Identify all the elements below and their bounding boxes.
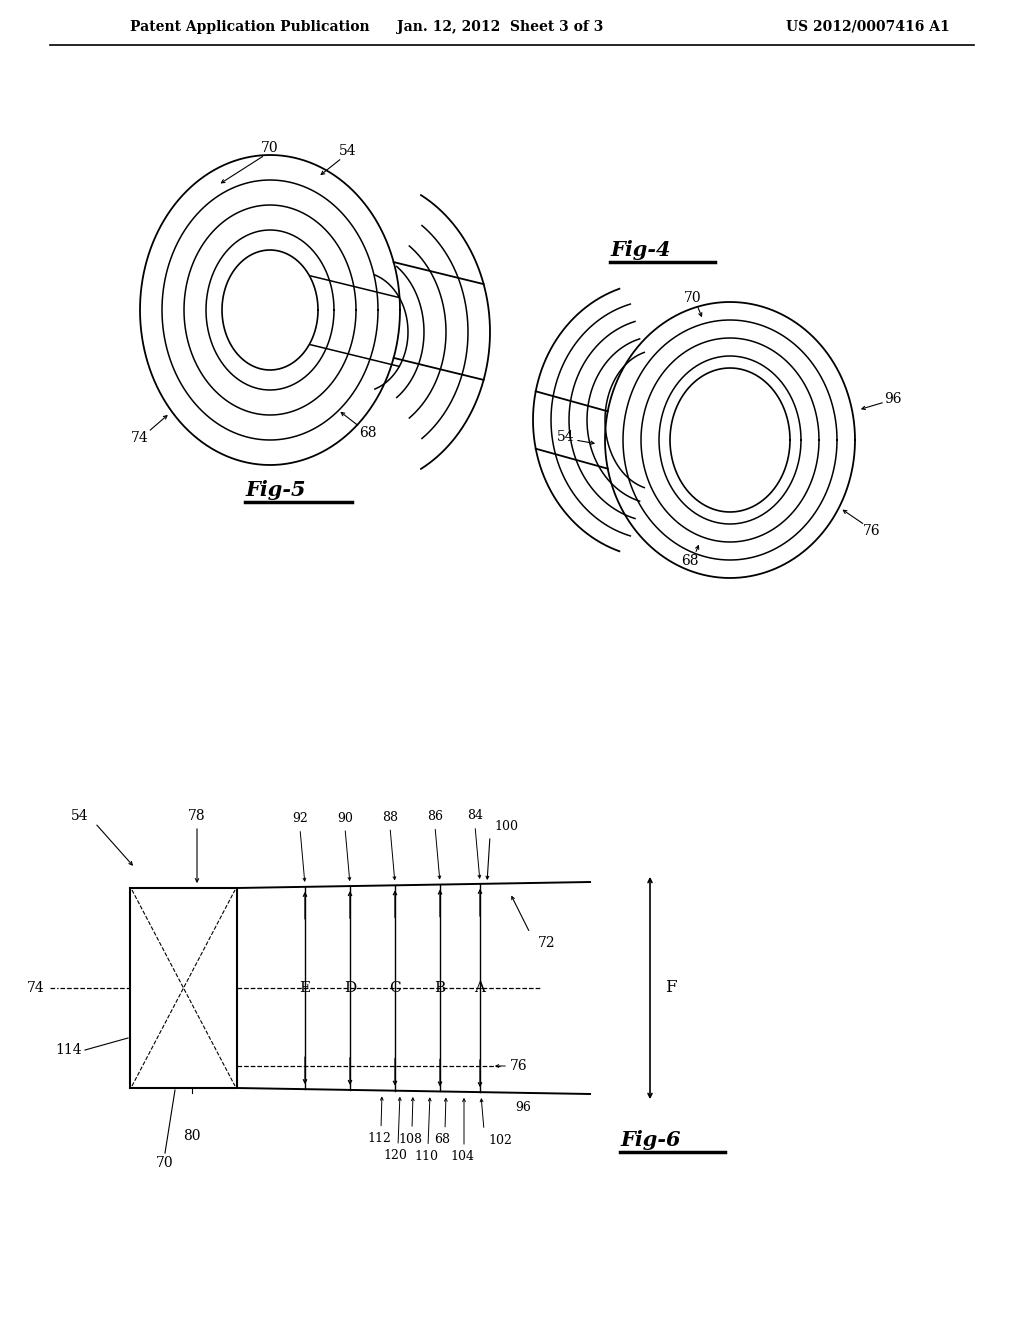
Text: 74: 74: [28, 981, 45, 995]
Text: 112: 112: [367, 1133, 391, 1144]
Text: 96: 96: [515, 1101, 530, 1114]
Text: 74: 74: [131, 432, 148, 445]
Text: Patent Application Publication: Patent Application Publication: [130, 20, 370, 34]
Text: 72: 72: [538, 936, 556, 950]
Text: 96: 96: [885, 392, 902, 407]
Text: 54: 54: [71, 809, 88, 822]
Text: 102: 102: [488, 1134, 512, 1147]
Text: US 2012/0007416 A1: US 2012/0007416 A1: [786, 20, 950, 34]
Text: 76: 76: [510, 1059, 527, 1073]
Text: Fig-5: Fig-5: [245, 480, 305, 500]
Text: 68: 68: [434, 1133, 450, 1146]
Polygon shape: [670, 368, 790, 512]
Text: Jan. 12, 2012  Sheet 3 of 3: Jan. 12, 2012 Sheet 3 of 3: [397, 20, 603, 34]
Text: F: F: [665, 979, 677, 997]
Polygon shape: [605, 302, 855, 578]
Text: 108: 108: [398, 1133, 422, 1146]
Text: A: A: [474, 981, 485, 995]
Text: 78: 78: [188, 809, 206, 822]
Text: D: D: [344, 981, 356, 995]
Text: 76: 76: [863, 524, 881, 539]
Text: 86: 86: [427, 810, 443, 824]
Text: Fig-6: Fig-6: [620, 1130, 681, 1150]
Text: 68: 68: [681, 554, 698, 568]
Text: 120: 120: [383, 1150, 407, 1163]
Text: 100: 100: [494, 820, 518, 833]
Text: 114: 114: [55, 1043, 82, 1057]
Text: C: C: [389, 981, 400, 995]
Text: 54: 54: [557, 430, 574, 444]
Polygon shape: [222, 249, 318, 370]
Bar: [130, 888, 237, 1088]
Text: 54: 54: [339, 144, 356, 158]
Text: 68: 68: [359, 426, 377, 440]
Text: 80: 80: [183, 1129, 201, 1143]
Text: 110: 110: [414, 1150, 438, 1163]
Text: E: E: [299, 981, 310, 995]
Text: B: B: [434, 981, 445, 995]
Polygon shape: [140, 154, 400, 465]
Text: 84: 84: [467, 809, 483, 822]
Text: 88: 88: [382, 810, 398, 824]
Text: 90: 90: [337, 812, 353, 825]
Text: 104: 104: [450, 1151, 474, 1163]
Text: 92: 92: [292, 812, 308, 825]
Text: 70: 70: [261, 141, 279, 154]
Text: 70: 70: [684, 290, 701, 305]
Text: 70: 70: [157, 1156, 174, 1170]
Text: Fig-4: Fig-4: [610, 240, 671, 260]
